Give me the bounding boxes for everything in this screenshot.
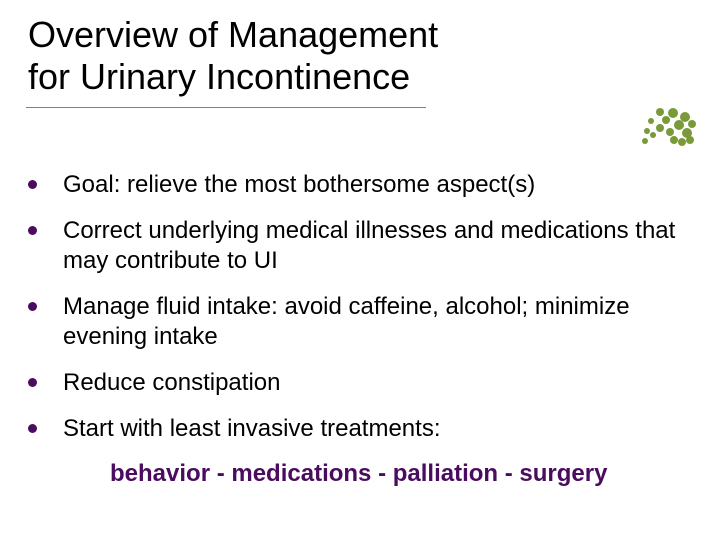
decoration-dot — [644, 128, 650, 134]
decoration-dot — [670, 136, 678, 144]
slide: Overview of Management for Urinary Incon… — [0, 0, 720, 540]
bullet-item: Manage fluid intake: avoid caffeine, alc… — [28, 292, 692, 352]
bullet-list: Goal: relieve the most bothersome aspect… — [28, 170, 692, 488]
decoration-dot — [668, 108, 678, 118]
bullet-text: Correct underlying medical illnesses and… — [63, 216, 692, 276]
bullet-marker-icon — [28, 302, 37, 311]
bullet-item: Reduce constipation — [28, 368, 692, 398]
slide-title: Overview of Management for Urinary Incon… — [28, 14, 438, 99]
bullet-text: Start with least invasive treatments: — [63, 414, 440, 444]
decoration-dot — [686, 136, 694, 144]
title-underline — [26, 107, 426, 108]
decoration-dot — [642, 138, 648, 144]
bullet-text: Manage fluid intake: avoid caffeine, alc… — [63, 292, 692, 352]
decoration-dot — [688, 120, 696, 128]
decoration-dot — [650, 132, 656, 138]
bullet-marker-icon — [28, 378, 37, 387]
bullet-item: Goal: relieve the most bothersome aspect… — [28, 170, 692, 200]
title-line-2: for Urinary Incontinence — [28, 56, 410, 97]
bullet-marker-icon — [28, 424, 37, 433]
bullet-marker-icon — [28, 226, 37, 235]
decoration-dot — [662, 116, 670, 124]
corner-dots-decoration — [640, 102, 696, 146]
decoration-dot — [666, 128, 674, 136]
treatment-sequence-line: behavior - medications - palliation - su… — [110, 460, 692, 488]
bullet-marker-icon — [28, 180, 37, 189]
decoration-dot — [678, 138, 686, 146]
bullet-item: Correct underlying medical illnesses and… — [28, 216, 692, 276]
bullet-item: Start with least invasive treatments: — [28, 414, 692, 444]
decoration-dot — [648, 118, 654, 124]
title-line-1: Overview of Management — [28, 14, 438, 55]
bullet-text: Reduce constipation — [63, 368, 280, 398]
decoration-dot — [656, 124, 664, 132]
decoration-dot — [656, 108, 664, 116]
bullet-text: Goal: relieve the most bothersome aspect… — [63, 170, 535, 200]
